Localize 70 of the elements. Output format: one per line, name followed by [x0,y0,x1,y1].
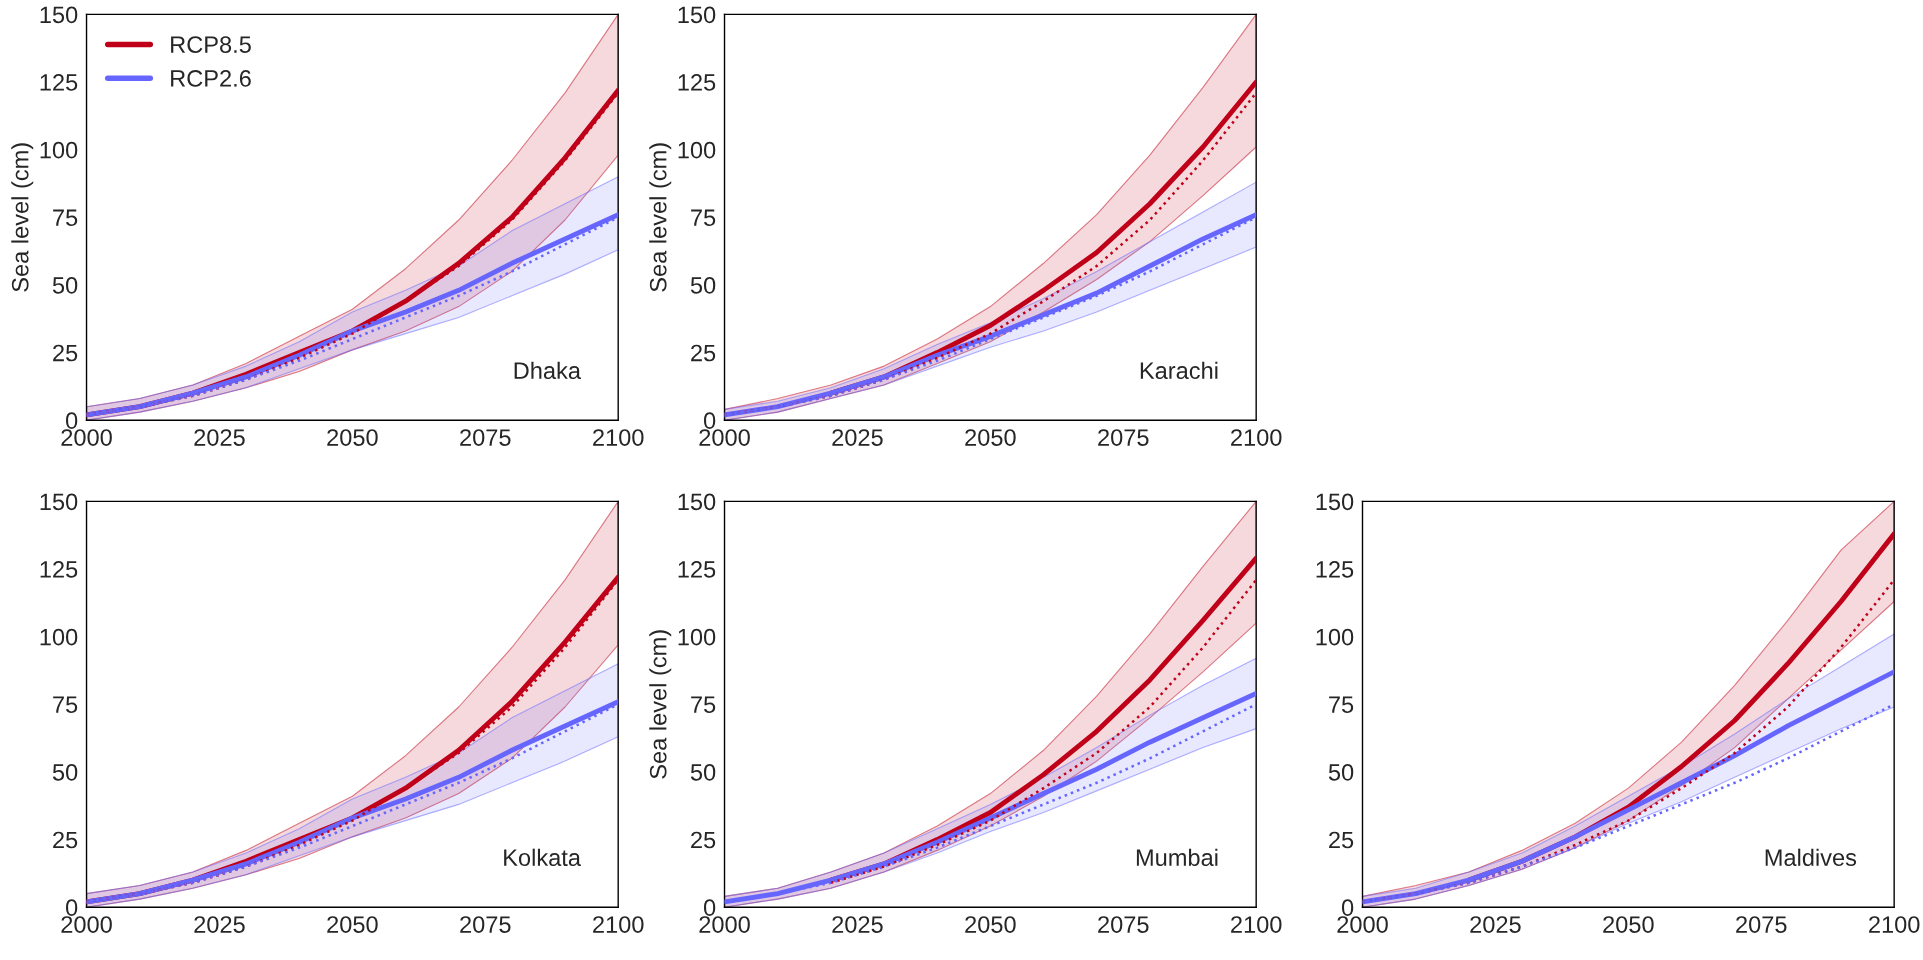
y-tick-label: 0 [703,899,716,916]
y-tick-label: 0 [65,412,78,430]
y-tick-label: 50 [1328,764,1354,781]
y-tick-label: 75 [691,696,716,714]
y-tick-label: 0 [1341,899,1354,916]
y-tick-label: 125 [40,561,78,578]
x-tick-label: 2000 [1337,916,1388,933]
y-tick-label: 25 [691,831,716,849]
y-tick-label: 150 [1316,493,1354,511]
annotation: Karachi [1140,361,1218,380]
y-axis-title: Sea level (cm) [649,143,672,292]
x-tick-label: 2000 [61,916,112,933]
x-tick-label: 2100 [1231,429,1282,446]
y-tick-label: 25 [691,344,716,362]
y-axis-title: Sea level (cm) [649,630,672,779]
x-tick-label: 2050 [1603,916,1654,933]
x-tick-label: 2075 [1098,916,1149,933]
y-tick-label: 75 [53,696,78,714]
y-tick-label: 50 [52,277,78,294]
y-tick-label: 150 [40,6,78,24]
y-tick-label: 125 [678,561,716,578]
y-tick-label: 100 [40,628,78,646]
y-tick-label: 0 [703,412,716,430]
legend-label: RCP8.5 [171,36,251,53]
y-tick-label: 75 [691,209,716,227]
x-tick-label: 2025 [194,916,245,933]
x-tick-label: 2075 [460,429,511,446]
x-tick-label: 2075 [460,916,511,933]
y-tick-label: 75 [53,209,78,227]
y-tick-label: 100 [1316,628,1354,646]
y-tick-label: 50 [690,764,716,781]
y-tick-label: 125 [1316,561,1354,578]
x-tick-label: 2075 [1098,429,1149,446]
annotation: Mumbai [1136,848,1218,867]
x-tick-label: 2100 [1231,916,1282,933]
x-tick-label: 2000 [61,429,112,446]
x-tick-label: 2000 [699,429,750,446]
x-tick-label: 2025 [832,429,883,446]
y-tick-label: 125 [40,74,78,91]
annotation: Dhaka [514,361,581,380]
x-tick-label: 2050 [327,916,378,933]
y-tick-label: 100 [40,141,78,159]
legend-label: RCP2.6 [171,70,251,87]
y-tick-label: 75 [1329,696,1354,714]
y-tick-label: 125 [678,74,716,91]
y-tick-label: 50 [690,277,716,294]
x-tick-label: 2025 [832,916,883,933]
y-tick-label: 150 [40,493,78,511]
y-axis-title: Sea level (cm) [11,143,34,292]
y-tick-label: 25 [53,831,78,849]
x-tick-label: 2025 [194,429,245,446]
x-tick-label: 2075 [1736,916,1787,933]
x-tick-label: 2100 [593,429,644,446]
annotation: Maldives [1765,848,1857,867]
x-tick-label: 2025 [1470,916,1521,933]
y-tick-label: 100 [678,628,716,646]
y-tick-label: 25 [1329,831,1354,849]
y-tick-label: 100 [678,141,716,159]
x-tick-label: 2100 [593,916,644,933]
annotation: Kolkata [504,848,581,867]
y-tick-label: 50 [52,764,78,781]
y-tick-label: 150 [678,6,716,24]
x-tick-label: 2000 [699,916,750,933]
y-tick-label: 25 [53,344,78,362]
y-tick-label: 0 [65,899,78,916]
x-tick-label: 2050 [327,429,378,446]
x-tick-label: 2050 [965,429,1016,446]
y-tick-label: 150 [678,493,716,511]
x-tick-label: 2100 [1869,916,1920,933]
x-tick-label: 2050 [965,916,1016,933]
